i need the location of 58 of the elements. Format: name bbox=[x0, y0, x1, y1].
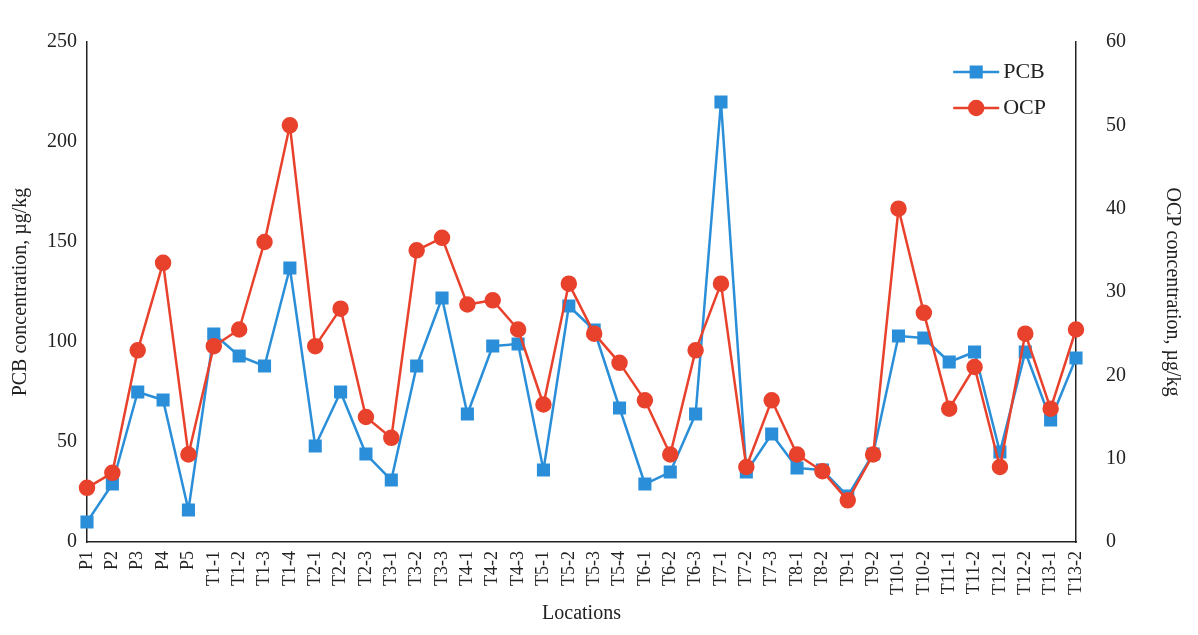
legend-label: OCP bbox=[1003, 93, 1046, 119]
x-tick-label: T13-1 bbox=[1039, 551, 1060, 596]
x-tick-label: T10-2 bbox=[912, 551, 933, 596]
x-tick-label: P5 bbox=[177, 551, 198, 571]
x-tick-label: T8-1 bbox=[785, 551, 806, 587]
x-axis-title: Locations bbox=[542, 601, 622, 624]
x-tick-label: T12-1 bbox=[988, 551, 1009, 596]
x-tick-label: T2-2 bbox=[329, 551, 350, 587]
x-tick-label: T6-2 bbox=[658, 551, 679, 587]
x-tick-label: T6-3 bbox=[684, 551, 705, 587]
y2-axis-title: OCP concentration, µg/kg bbox=[1161, 187, 1185, 397]
x-tick-label: P4 bbox=[151, 551, 172, 571]
x-tick-label: T11-1 bbox=[937, 551, 958, 595]
y-tick-label: 0 bbox=[67, 529, 77, 552]
x-tick-label: T5-2 bbox=[557, 551, 578, 587]
x-tick-label: T3-2 bbox=[405, 551, 426, 587]
y-tick-label: 250 bbox=[47, 29, 77, 52]
x-tick-label: T5-4 bbox=[608, 551, 629, 587]
x-tick-label: T8-2 bbox=[811, 551, 832, 587]
y2-tick-label: 30 bbox=[1106, 279, 1126, 302]
x-tick-label: T1-2 bbox=[227, 551, 248, 587]
x-tick-label: T4-2 bbox=[481, 551, 502, 587]
x-tick-label: T1-3 bbox=[253, 551, 274, 587]
x-tick-label: P1 bbox=[75, 551, 96, 571]
x-tick-label: T9-2 bbox=[861, 551, 882, 587]
y-axis-title: PCB concentration, µg/kg bbox=[8, 187, 32, 397]
x-tick-label: T2-3 bbox=[354, 551, 375, 587]
x-tick-label: T12-2 bbox=[1014, 551, 1035, 596]
x-tick-label: T2-1 bbox=[303, 551, 324, 587]
y2-tick-label: 20 bbox=[1106, 362, 1126, 385]
x-tick-label: T1-4 bbox=[278, 551, 299, 587]
x-tick-label: T13-2 bbox=[1064, 551, 1085, 596]
x-tick-label: T6-1 bbox=[633, 551, 654, 587]
x-tick-label: T7-1 bbox=[709, 551, 730, 587]
y-tick-label: 200 bbox=[47, 129, 77, 152]
x-tick-label: P2 bbox=[101, 551, 122, 571]
x-tick-label: T1-1 bbox=[202, 551, 223, 587]
x-tick-label: T7-3 bbox=[760, 551, 781, 587]
x-tick-label: T9-1 bbox=[836, 551, 857, 587]
x-tick-label: T5-3 bbox=[582, 551, 603, 587]
x-tick-label: P3 bbox=[126, 551, 147, 571]
x-tick-label: T11-2 bbox=[963, 551, 984, 595]
x-tick-label: T10-1 bbox=[887, 551, 908, 596]
x-tick-label: T5-1 bbox=[532, 551, 553, 587]
y2-tick-label: 10 bbox=[1106, 445, 1126, 468]
y2-tick-label: 50 bbox=[1106, 112, 1126, 135]
y2-tick-label: 40 bbox=[1106, 195, 1126, 218]
y-tick-label: 50 bbox=[57, 429, 77, 452]
x-tick-label: T4-1 bbox=[456, 551, 477, 587]
x-tick-label: T7-2 bbox=[735, 551, 756, 587]
y2-tick-label: 0 bbox=[1106, 529, 1116, 552]
legend-label: PCB bbox=[1003, 57, 1045, 83]
x-tick-label: T3-1 bbox=[380, 551, 401, 587]
x-tick-label: T3-3 bbox=[430, 551, 451, 587]
y-tick-label: 150 bbox=[47, 229, 77, 252]
y2-tick-label: 60 bbox=[1106, 29, 1126, 52]
x-tick-label: T4-3 bbox=[506, 551, 527, 587]
y-tick-label: 100 bbox=[47, 329, 77, 352]
